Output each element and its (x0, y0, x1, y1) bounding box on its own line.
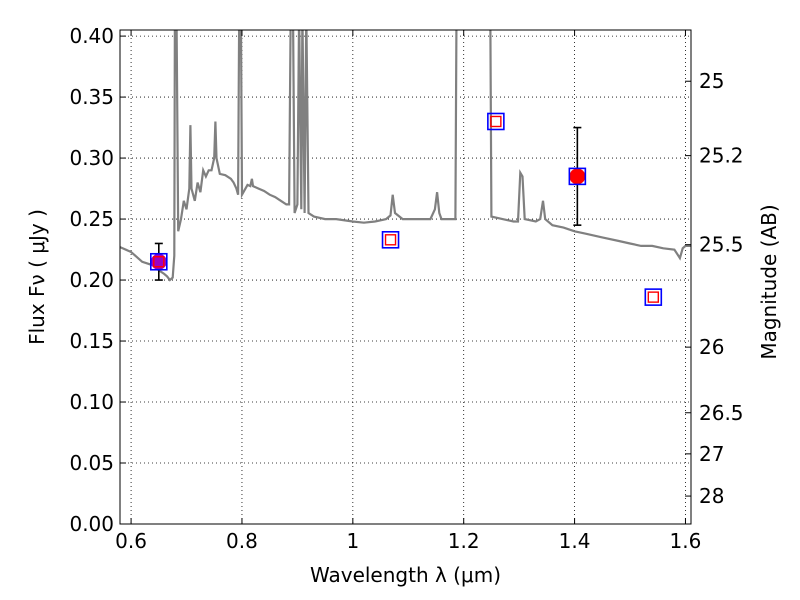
photometry-markers (150, 112, 663, 306)
grid (120, 30, 691, 525)
x-tick-label: 1.2 (448, 529, 480, 553)
right-tick-label: 26.5 (699, 401, 744, 425)
plot-frame (119, 29, 692, 525)
model-square-inner (647, 291, 660, 303)
model-square-inner (384, 234, 397, 246)
y-tick-label: 0.30 (69, 146, 114, 170)
y-tick-label: 0.10 (69, 390, 114, 414)
x-tick-label: 1.4 (559, 529, 591, 553)
right-tick-label: 26 (699, 335, 724, 359)
y-tick-label: 0.05 (69, 451, 114, 475)
y-tick-label: 0.40 (69, 24, 114, 48)
y-axis-label: Flux Fν ( μJy ) (25, 209, 49, 345)
right-tick-label: 27 (699, 442, 724, 466)
y-tick-label: 0.20 (69, 268, 114, 292)
right-axis-label: Magnitude (AB) (757, 204, 781, 359)
y-tick-label: 0.00 (69, 512, 114, 536)
right-tick-label: 25 (699, 69, 724, 93)
right-tick-label: 25.5 (699, 233, 744, 257)
x-axis-label: Wavelength λ (μm) (310, 563, 501, 587)
model-square-outer (381, 230, 400, 249)
model-square-outer (150, 252, 168, 271)
model-square-outer (568, 167, 587, 186)
x-tick-label: 1.6 (670, 529, 702, 553)
model-square-inner (490, 115, 502, 128)
y-tick-label: 0.15 (69, 329, 114, 353)
model-square-inner (571, 170, 584, 183)
x-tick-label: 0.6 (115, 529, 147, 553)
model-square-inner (153, 256, 165, 268)
y-tick-label: 0.25 (69, 207, 114, 231)
observed-point (569, 168, 586, 185)
y-tick-label: 0.35 (69, 85, 114, 109)
sed-model-series (120, 30, 691, 282)
observed-point (150, 253, 167, 270)
x-tick-label: 0.8 (226, 529, 258, 553)
right-tick-label: 28 (699, 484, 724, 508)
model-square-outer (487, 112, 505, 131)
x-tick-label: 1 (346, 529, 359, 553)
right-tick-label: 25.2 (699, 144, 744, 168)
sed-model-line (120, 30, 691, 282)
axis-ticks: 0.6 0.8 1 1.2 1.4 1.6 0.00 0.05 0.10 0.15 0.20 0.25… (69, 24, 743, 553)
model-square-outer (644, 288, 663, 306)
